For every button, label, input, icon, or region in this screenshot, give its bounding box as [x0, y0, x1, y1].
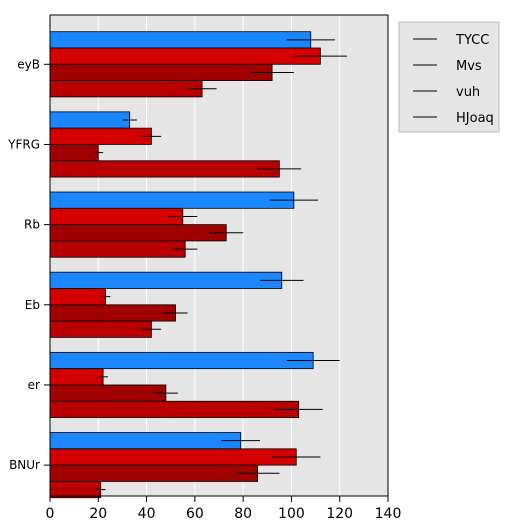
x-tick-label: 80: [234, 506, 252, 522]
bar-Mvs-er: [49, 368, 104, 386]
bars: [49, 31, 321, 499]
bar-vuh-er: [49, 384, 167, 402]
legend-label-HJoaq: HJoaq: [456, 111, 494, 126]
bar-TYCC-eyB: [49, 31, 312, 49]
bar-vuh-Eb: [49, 304, 176, 322]
bar-HJoaq-Rb: [49, 240, 186, 258]
bar-vuh-YFRG: [49, 144, 99, 162]
y-tick-label: YFRG: [7, 137, 40, 151]
bar-Mvs-YFRG: [49, 127, 152, 145]
legend-box: [398, 21, 500, 133]
bar-HJoaq-YFRG: [49, 160, 280, 178]
legend-label-TYCC: TYCC: [455, 33, 489, 48]
y-tick-label: BNUr: [9, 458, 40, 472]
x-tick-label: 60: [186, 506, 204, 522]
bar-HJoaq-eyB: [49, 80, 203, 98]
bar-vuh-eyB: [49, 63, 273, 82]
bar-HJoaq-BNUr: [49, 481, 102, 499]
bar-Mvs-Rb: [49, 207, 184, 226]
legend-label-vuh: vuh: [456, 85, 480, 100]
x-tick-label: 120: [326, 506, 353, 522]
bar-Mvs-Eb: [49, 288, 106, 306]
x-tick-label: 100: [278, 506, 305, 522]
x-tick-label: 20: [89, 506, 107, 522]
bar-HJoaq-Eb: [49, 320, 152, 338]
bar-vuh-BNUr: [49, 464, 259, 482]
bar-TYCC-Eb: [49, 271, 283, 289]
y-tick-label: Rb: [24, 218, 40, 232]
x-tick-labels: 0 20 40 60 80 100 120 140: [46, 496, 402, 522]
legend: TYCC Mvs vuh HJoaq: [398, 21, 500, 133]
bar-TYCC-er: [49, 351, 314, 370]
legend-label-Mvs: Mvs: [456, 59, 482, 74]
x-tick-label: 40: [138, 506, 156, 522]
x-tick-label: 0: [46, 506, 55, 522]
bar-TYCC-YFRG: [49, 111, 131, 129]
bar-TYCC-BNUr: [49, 432, 242, 450]
bar-vuh-Rb: [49, 224, 227, 242]
y-tick-labels: eyB YFRG Rb Eb er BNUr: [7, 57, 50, 472]
bar-Mvs-BNUr: [49, 448, 297, 466]
bar-TYCC-Rb: [49, 191, 295, 209]
x-tick-label: 140: [375, 506, 402, 522]
plot-frame: [49, 14, 389, 497]
bar-Mvs-eyB: [49, 47, 321, 65]
bar-HJoaq-er: [49, 400, 300, 418]
y-tick-label: er: [28, 378, 40, 392]
error-bars: [93, 39, 347, 491]
y-tick-label: Eb: [25, 298, 40, 312]
y-tick-label: eyB: [17, 57, 40, 71]
